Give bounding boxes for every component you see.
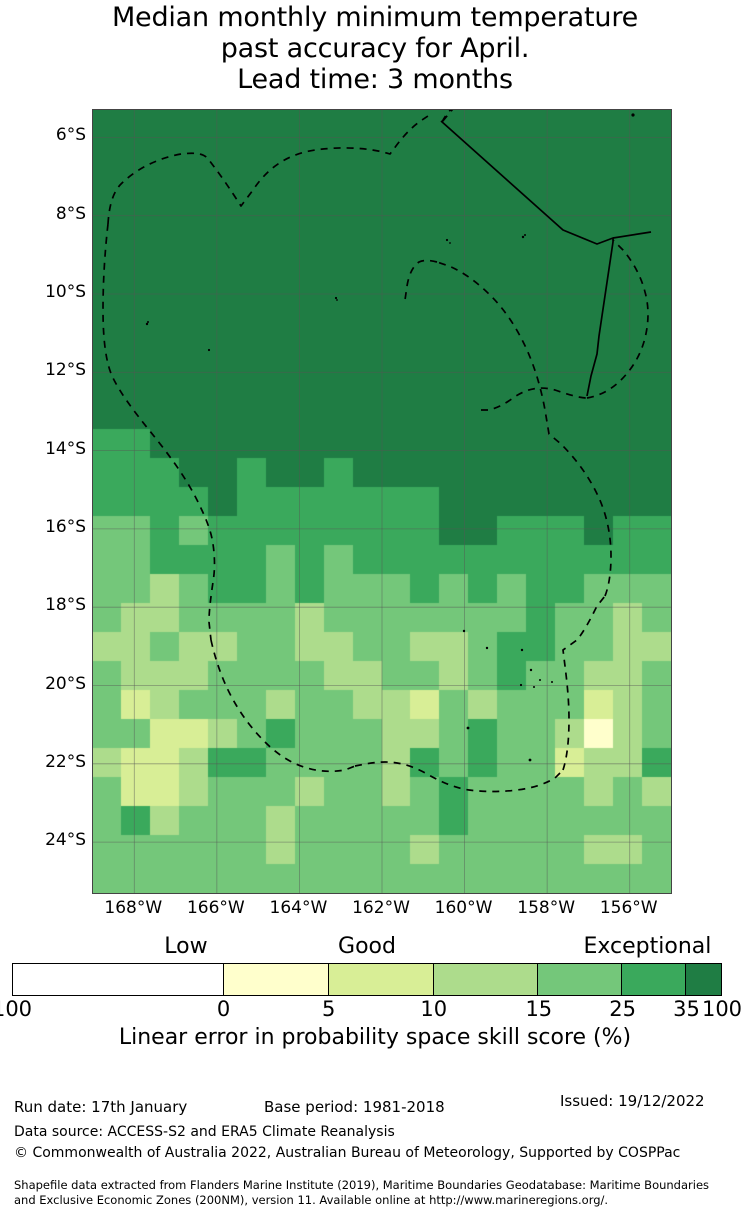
y-tick-label: 6°S — [55, 125, 86, 146]
territory-solid-boundary-lower — [612, 231, 652, 239]
island-markers — [145, 113, 635, 762]
eez-outline-northeast — [436, 261, 612, 597]
colorbar-category-labels: Low Good Exceptional — [0, 934, 750, 962]
eez-outline-segment-a — [481, 387, 588, 411]
colorbar-tick-label: 15 — [525, 997, 553, 1021]
eez-dashed-boundary — [441, 110, 454, 123]
x-tick-label: 164°W — [269, 898, 328, 918]
colorbar-tick-label: 100 — [0, 997, 33, 1021]
colorbar-tick-label: 0 — [216, 997, 231, 1021]
colorbar-segment — [538, 964, 622, 995]
run-date-text: Run date: 17th January — [14, 1098, 188, 1116]
map-boundaries — [102, 110, 652, 793]
colorbar-segment — [685, 964, 721, 995]
eez-outline-east — [562, 595, 606, 771]
y-tick-label: 22°S — [45, 751, 86, 772]
shapefile-attribution-line-1: Shapefile data extracted from Flanders M… — [14, 1178, 710, 1192]
x-tick-label: 168°W — [104, 898, 163, 918]
x-axis-ticks: 168°W 166°W 164°W 162°W 160°W 158°W 156°W — [92, 898, 670, 922]
y-tick-label: 24°S — [45, 830, 86, 851]
eez-outline-southwest — [210, 639, 356, 773]
colorbar-tick-label: 100 — [701, 997, 743, 1021]
eez-outline-south — [354, 761, 564, 793]
data-source-text: Data source: ACCESS-S2 and ERA5 Climate … — [14, 1124, 395, 1140]
issued-date-text: Issued: 19/12/2022 — [560, 1092, 705, 1110]
colorbar — [12, 963, 722, 996]
territory-solid-boundary — [440, 120, 614, 397]
skill-score-map — [92, 109, 672, 894]
y-tick-label: 18°S — [45, 595, 86, 616]
colorbar-segment — [223, 964, 329, 995]
eez-outline-east-upper — [404, 259, 438, 301]
x-tick-label: 158°W — [517, 898, 576, 918]
title-line-2: past accuracy for April. — [220, 33, 530, 64]
eez-outline-north-arc — [586, 239, 649, 399]
colorbar-tick-labels: 1000510152535100 — [0, 997, 750, 1023]
y-tick-label: 20°S — [45, 673, 86, 694]
footer: Run date: 17th January Base period: 1981… — [0, 1090, 750, 1215]
colorbar-segment — [328, 964, 434, 995]
y-tick-label: 12°S — [45, 360, 86, 381]
y-tick-label: 16°S — [45, 516, 86, 537]
x-tick-label: 156°W — [599, 898, 658, 918]
y-axis-ticks: 6°S 8°S 10°S 12°S 14°S 16°S 18°S 20°S 22°S 24°S — [0, 109, 86, 892]
y-tick-label: 14°S — [45, 438, 86, 459]
colorbar-tick-label: 5 — [321, 997, 336, 1021]
title-line-1: Median monthly minimum temperature — [111, 2, 639, 33]
colorbar-segment — [621, 964, 686, 995]
y-tick-label: 8°S — [55, 203, 86, 224]
shapefile-attribution-line-2: and Exclusive Economic Zones (200NM), ve… — [14, 1193, 609, 1207]
colorbar-tick-label: 35 — [673, 997, 700, 1021]
y-tick-label: 10°S — [45, 282, 86, 302]
x-tick-label: 160°W — [434, 898, 493, 918]
colorbar-segment — [433, 964, 539, 995]
base-period-text: Base period: 1981-2018 — [264, 1098, 445, 1116]
colorbar-axis-label: Linear error in probability space skill … — [118, 1025, 632, 1050]
colorbar-tick-label: 25 — [609, 997, 636, 1021]
eez-outline-north — [107, 113, 432, 225]
colorbar-segment — [13, 964, 224, 995]
colorbar-tick-label: 10 — [420, 997, 448, 1021]
x-tick-label: 166°W — [186, 898, 245, 918]
chart-title: Median monthly minimum temperature past … — [0, 2, 750, 95]
copyright-text: © Commonwealth of Australia 2022, Austra… — [14, 1145, 681, 1161]
eez-outline-west — [102, 223, 216, 641]
colorbar-category-label: Exceptional — [583, 934, 712, 959]
colorbar-category-label: Low — [164, 934, 208, 959]
colorbar-category-label: Good — [338, 934, 396, 959]
x-tick-label: 162°W — [352, 898, 410, 918]
title-line-3: Lead time: 3 months — [237, 64, 513, 95]
map-gridlines — [93, 110, 671, 893]
